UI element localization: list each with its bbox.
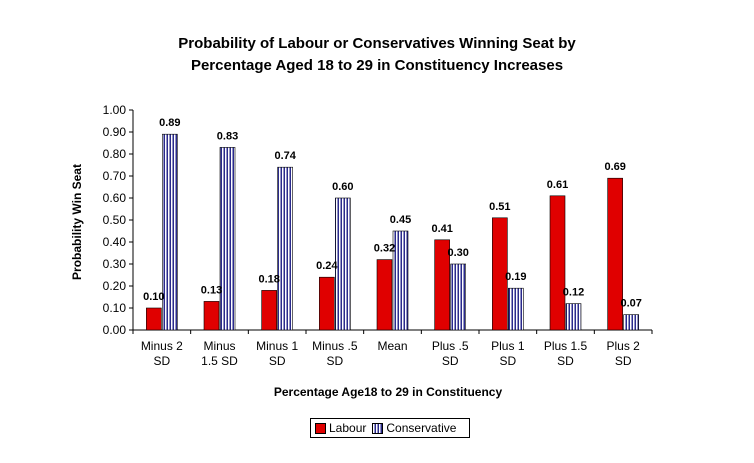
data-label-labour: 0.32 bbox=[374, 243, 395, 255]
data-label-conservative: 0.30 bbox=[447, 247, 468, 259]
legend-label-labour: Labour bbox=[329, 421, 367, 435]
data-label-labour: 0.18 bbox=[258, 273, 279, 285]
bar-labour bbox=[434, 239, 450, 331]
x-tick-label-line2: SD bbox=[615, 354, 632, 368]
x-tick-label: Plus 1 bbox=[491, 339, 525, 353]
x-tick-label: Minus 1 bbox=[256, 339, 298, 353]
bar-conservative bbox=[162, 133, 178, 331]
data-label-conservative: 0.83 bbox=[217, 130, 238, 142]
legend: Labour Conservative bbox=[310, 418, 470, 438]
x-tick-label-line2: 1.5 SD bbox=[201, 354, 238, 368]
data-label-conservative: 0.74 bbox=[274, 150, 296, 162]
legend-label-conservative: Conservative bbox=[386, 421, 457, 435]
y-tick-label: 1.00 bbox=[103, 103, 127, 117]
chart-title-line1: Probability of Labour or Conservatives W… bbox=[178, 35, 576, 52]
data-label-conservative: 0.19 bbox=[505, 271, 526, 283]
y-tick-label: 0.80 bbox=[103, 147, 127, 161]
bar-labour bbox=[203, 301, 220, 331]
data-label-labour: 0.61 bbox=[547, 179, 568, 191]
bar-conservative bbox=[335, 197, 351, 331]
x-tick-label-line2: SD bbox=[442, 354, 459, 368]
axes: 0.00 0.10 0.20 0.30 0.40 0.50 0.60 0.70 0.80 0.90… bbox=[103, 103, 653, 337]
bar-labour bbox=[607, 177, 623, 331]
x-tick-label: Minus .5 bbox=[312, 339, 358, 353]
x-tick-label: Minus bbox=[203, 339, 235, 353]
x-tick-label: Plus 1.5 bbox=[544, 339, 588, 353]
y-tick-label: 0.00 bbox=[103, 323, 127, 337]
chart-title-line2: Percentage Aged 18 to 29 in Constituency… bbox=[190, 57, 564, 74]
y-tick-label: 0.90 bbox=[103, 125, 127, 139]
x-axis-label: Percentage Age18 to 29 in Constituency bbox=[274, 385, 503, 399]
y-tick-label: 0.30 bbox=[103, 257, 127, 271]
y-axis-label: Probability Win Seat bbox=[70, 164, 84, 280]
x-tick-label-line2: SD bbox=[326, 354, 343, 368]
bar-labour bbox=[549, 195, 566, 331]
bar-conservative bbox=[450, 263, 466, 331]
data-label-conservative: 0.45 bbox=[390, 214, 411, 226]
bar-conservative bbox=[508, 287, 524, 331]
y-tick-label: 0.20 bbox=[103, 279, 127, 293]
x-tick-label-line2: SD bbox=[269, 354, 286, 368]
data-label-conservative: 0.60 bbox=[332, 181, 353, 193]
data-label-labour: 0.24 bbox=[316, 260, 338, 272]
y-tick-label: 0.50 bbox=[103, 213, 127, 227]
conservative-swatch-icon bbox=[372, 422, 384, 434]
bars bbox=[146, 133, 639, 331]
data-label-conservative: 0.12 bbox=[563, 287, 584, 299]
x-tick-label-line2: SD bbox=[153, 354, 170, 368]
bar-labour bbox=[376, 259, 393, 331]
data-label-conservative: 0.07 bbox=[620, 298, 641, 310]
bar-conservative bbox=[219, 147, 236, 331]
data-label-labour: 0.41 bbox=[431, 223, 452, 235]
data-label-conservative: 0.89 bbox=[159, 117, 180, 129]
x-tick-label: Mean bbox=[377, 339, 407, 353]
y-tick-label: 0.40 bbox=[103, 235, 127, 249]
bar-labour bbox=[261, 290, 277, 331]
data-label-labour: 0.51 bbox=[489, 201, 510, 213]
bar-conservative bbox=[623, 314, 639, 331]
x-tick-label-line2: SD bbox=[557, 354, 574, 368]
data-label-labour: 0.10 bbox=[143, 291, 164, 303]
x-tick-label-line2: SD bbox=[499, 354, 516, 368]
x-tick-label: Plus 2 bbox=[606, 339, 640, 353]
bar-labour bbox=[492, 217, 508, 331]
x-tick-label: Minus 2 bbox=[141, 339, 183, 353]
bar-conservative bbox=[565, 303, 582, 331]
legend-item-labour: Labour bbox=[315, 421, 366, 435]
y-tick-label: 0.60 bbox=[103, 191, 127, 205]
x-tick-label: Plus .5 bbox=[432, 339, 469, 353]
bar-conservative bbox=[277, 166, 293, 331]
legend-item-conservative: Conservative bbox=[372, 421, 456, 435]
bar-labour bbox=[319, 276, 335, 331]
bar-labour bbox=[146, 307, 162, 331]
bar-conservative bbox=[392, 230, 409, 331]
y-tick-label: 0.10 bbox=[103, 301, 127, 315]
data-label-labour: 0.13 bbox=[201, 284, 222, 296]
data-label-labour: 0.69 bbox=[604, 161, 625, 173]
y-tick-label: 0.70 bbox=[103, 169, 127, 183]
labour-swatch-icon bbox=[315, 422, 326, 434]
